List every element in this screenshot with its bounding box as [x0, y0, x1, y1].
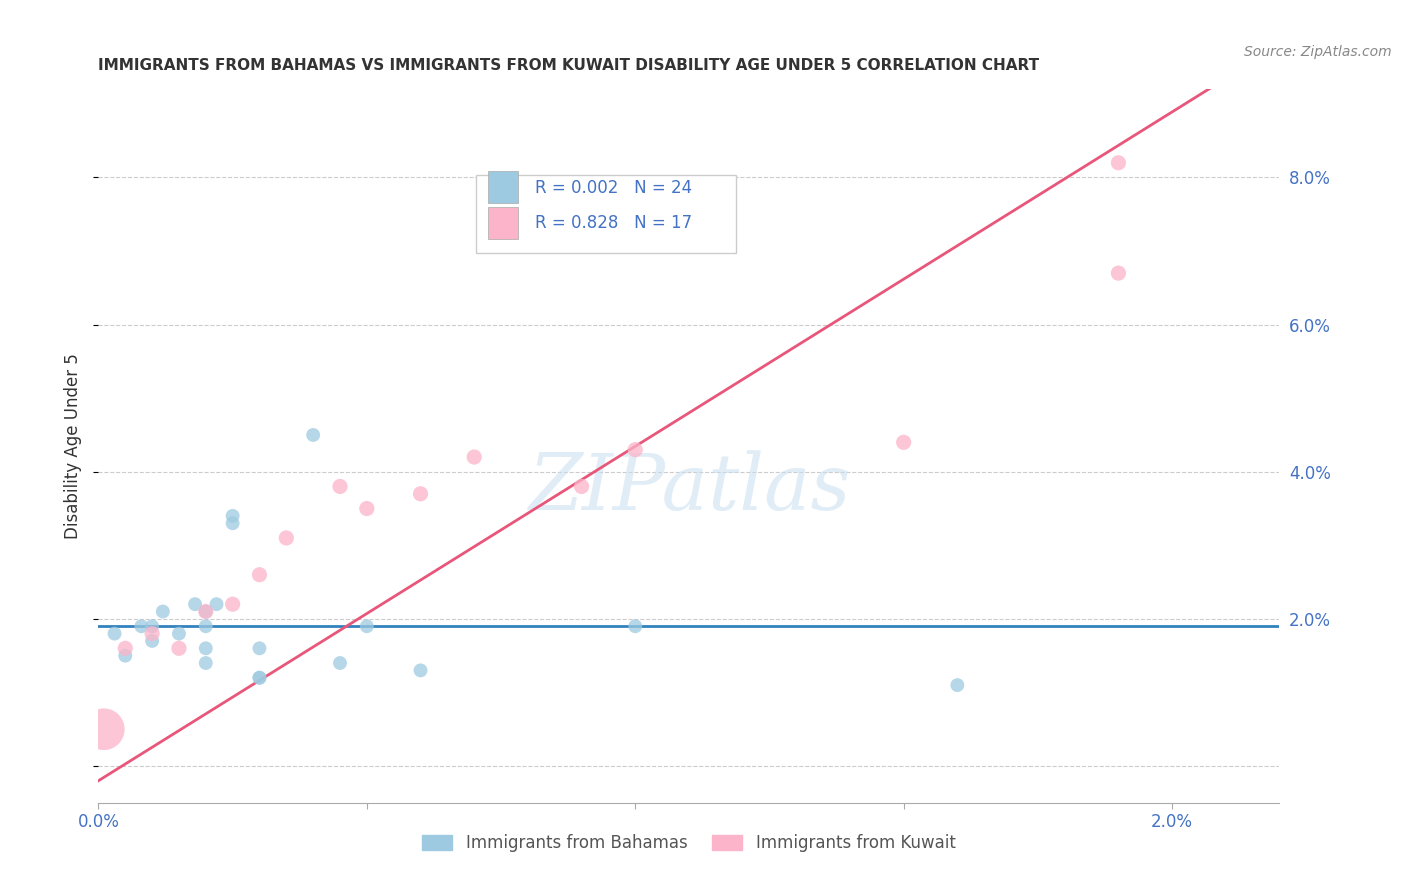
Point — [571, 479, 593, 493]
Point — [103, 626, 125, 640]
Point — [249, 671, 271, 685]
Text: R = 0.002   N = 24: R = 0.002 N = 24 — [536, 178, 693, 196]
Point — [276, 531, 298, 545]
Point — [194, 656, 217, 670]
Point — [194, 605, 217, 619]
Point — [141, 626, 163, 640]
Text: ZIPatlas: ZIPatlas — [527, 450, 851, 527]
Legend: Immigrants from Bahamas, Immigrants from Kuwait: Immigrants from Bahamas, Immigrants from… — [416, 828, 962, 859]
FancyBboxPatch shape — [477, 175, 737, 253]
Point — [152, 605, 174, 619]
Text: Source: ZipAtlas.com: Source: ZipAtlas.com — [1244, 45, 1392, 59]
Point — [141, 634, 163, 648]
Point — [221, 516, 243, 531]
Y-axis label: Disability Age Under 5: Disability Age Under 5 — [65, 353, 83, 539]
Point — [205, 597, 228, 611]
Point — [221, 597, 243, 611]
Point — [356, 501, 378, 516]
Point — [194, 605, 217, 619]
Point — [114, 648, 136, 663]
Point — [946, 678, 969, 692]
Point — [329, 656, 352, 670]
Point — [409, 664, 432, 678]
Text: IMMIGRANTS FROM BAHAMAS VS IMMIGRANTS FROM KUWAIT DISABILITY AGE UNDER 5 CORRELA: IMMIGRANTS FROM BAHAMAS VS IMMIGRANTS FR… — [98, 58, 1039, 73]
Point — [194, 641, 217, 656]
Point — [167, 626, 190, 640]
Point — [249, 567, 271, 582]
FancyBboxPatch shape — [488, 207, 517, 239]
FancyBboxPatch shape — [488, 171, 517, 203]
Point — [1107, 155, 1129, 169]
Point — [249, 641, 271, 656]
Point — [1107, 266, 1129, 280]
Point — [463, 450, 485, 464]
Point — [893, 435, 915, 450]
Point — [409, 487, 432, 501]
Point — [329, 479, 352, 493]
Point — [302, 428, 325, 442]
Point — [249, 671, 271, 685]
Text: R = 0.828   N = 17: R = 0.828 N = 17 — [536, 214, 693, 232]
Point — [141, 619, 163, 633]
Point — [624, 442, 647, 457]
Point — [194, 619, 217, 633]
Point — [167, 641, 190, 656]
Point — [131, 619, 153, 633]
Point — [114, 641, 136, 656]
Point — [93, 723, 115, 737]
Point — [624, 619, 647, 633]
Point — [184, 597, 207, 611]
Point — [221, 508, 243, 523]
Point — [356, 619, 378, 633]
